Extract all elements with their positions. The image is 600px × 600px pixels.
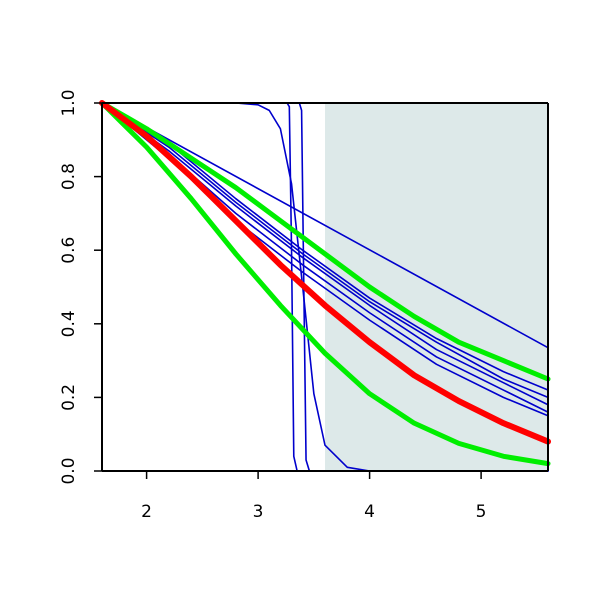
y-tick-label-0.4: 0.4 (59, 310, 79, 337)
x-tick-label-4: 4 (364, 502, 375, 522)
y-tick-label-0.8: 0.8 (59, 163, 79, 190)
series-line-10 (99, 100, 551, 382)
y-tick-label-0.0: 0.0 (59, 457, 79, 484)
series-line-1 (101, 102, 549, 349)
series-line-3 (101, 102, 549, 399)
series-line-12 (99, 100, 551, 445)
y-tick-label-0.6: 0.6 (59, 237, 79, 264)
series-line-4 (101, 102, 549, 406)
axis-layer: 2 3 4 5 0.0 0.2 0.4 0.6 0.8 1.0 (59, 89, 549, 522)
x-tick-label-2: 2 (141, 502, 152, 522)
series-line-11 (99, 100, 551, 467)
x-tick-label-5: 5 (476, 502, 487, 522)
x-tick-label-3: 3 (253, 502, 264, 522)
y-tick-label-0.2: 0.2 (59, 384, 79, 411)
y-tick-label-1.0: 1.0 (59, 89, 79, 116)
